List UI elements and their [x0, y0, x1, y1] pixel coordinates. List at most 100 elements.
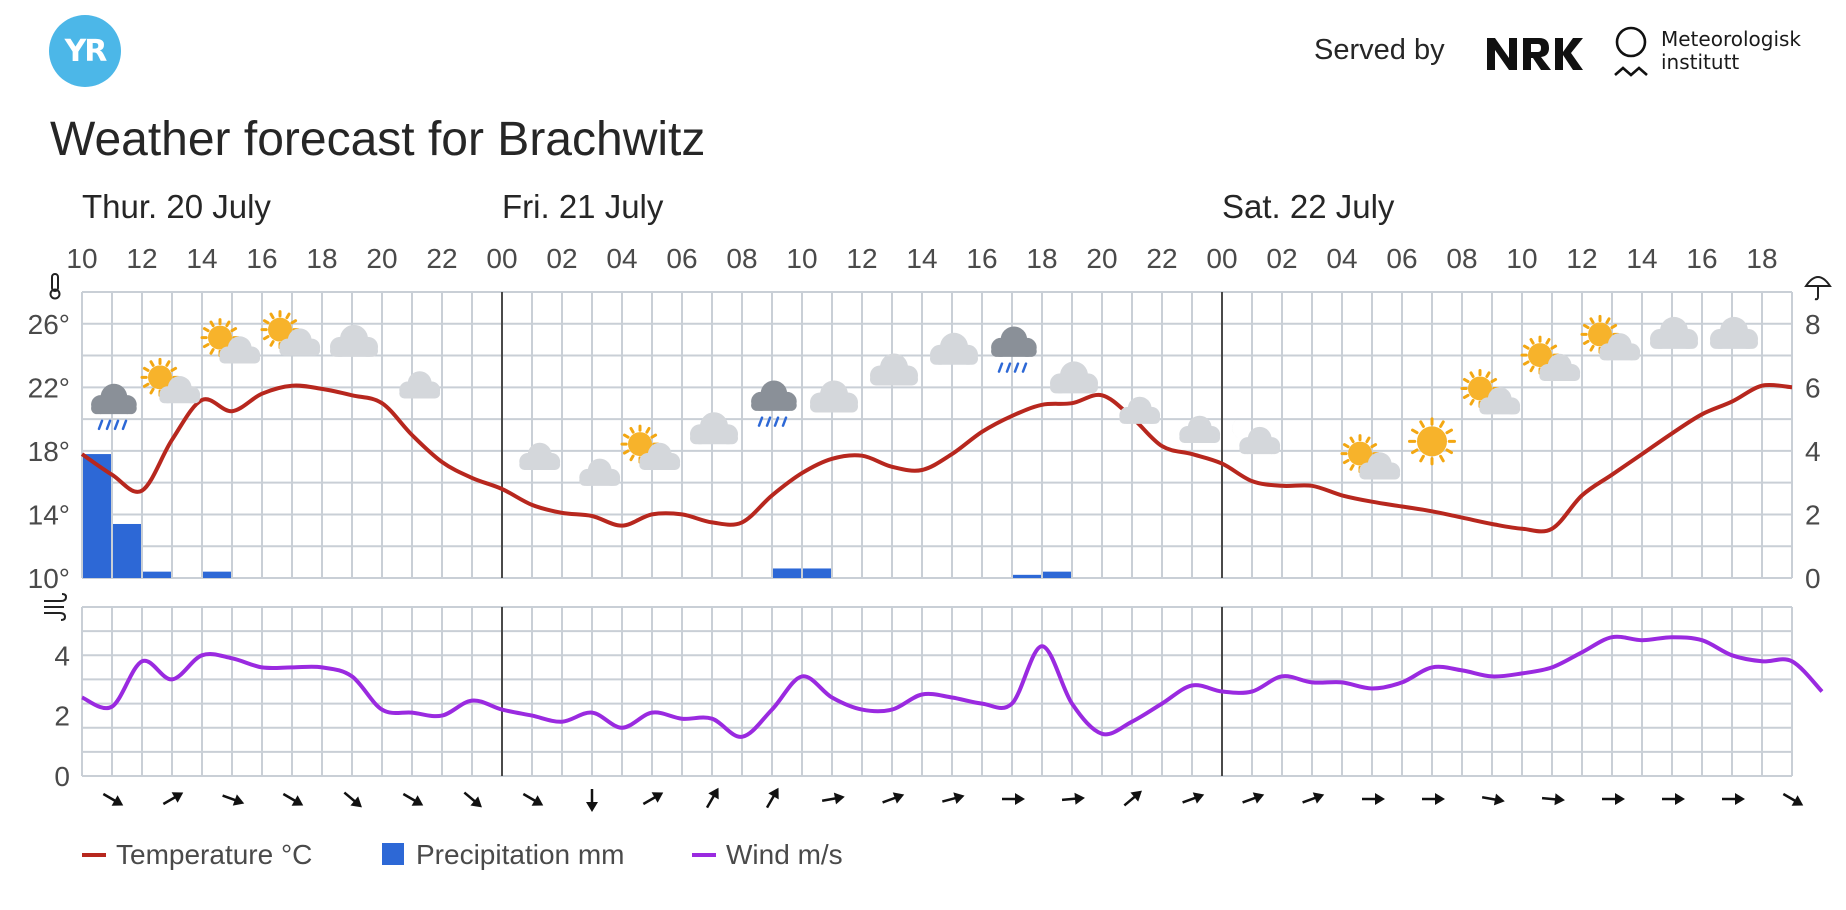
x-tick-label: 04 [606, 243, 637, 274]
chart-axes: Thur. 20 July Fri. 21 July Sat. 22 July 10 1… [28, 188, 1832, 792]
x-tick-label: 12 [126, 243, 157, 274]
moon-partly-cloudy-icon [1232, 417, 1281, 455]
x-tick-label: 18 [1746, 243, 1777, 274]
wind-direction-arrow [1722, 793, 1745, 805]
moon-icon [1301, 439, 1317, 470]
legend-temperature-label: Temperature °C [116, 839, 312, 870]
x-tick-label: 10 [1506, 243, 1537, 274]
sun-partly-cloudy-icon [1340, 434, 1401, 480]
moon-partly-cloudy-icon [512, 433, 561, 470]
temperature-y-tick: 26° [28, 309, 70, 340]
precipitation-series [83, 454, 1071, 578]
x-tick-label: 02 [546, 243, 577, 274]
precipitation-bar [83, 454, 111, 578]
moon-partly-cloudy-icon [1172, 406, 1221, 443]
cloud-icon [1050, 361, 1098, 394]
cloud-icon [1710, 316, 1758, 349]
wind-direction-arrow [942, 792, 965, 805]
met-institute-logo[interactable] [1611, 25, 1651, 81]
precipitation-bar [1043, 571, 1071, 578]
temperature-line [80, 382, 1793, 534]
sun-partly-cloudy-icon [140, 357, 201, 404]
x-tick-label: 14 [186, 243, 217, 274]
wind-direction-arrow [463, 791, 482, 808]
cloud-icon [330, 324, 378, 357]
met-name-line2: institutt [1661, 50, 1740, 74]
wind-icon [44, 593, 68, 621]
wind-direction-arrow [282, 792, 304, 806]
wind-y-tick: 0 [54, 761, 70, 792]
sun-partly-cloudy-icon [620, 424, 681, 470]
sun-partly-cloudy-icon [1580, 314, 1641, 361]
met-institute-name: Meteorologisk institutt [1661, 28, 1801, 74]
wind-y-tick: 4 [54, 640, 70, 671]
x-tick-label: 08 [1446, 243, 1477, 274]
x-tick-label: 20 [366, 243, 397, 274]
cloud-icon [930, 332, 978, 365]
precipitation-bar [113, 523, 141, 578]
legend-precipitation-swatch [382, 843, 404, 865]
precipitation-y-tick: 6 [1805, 372, 1821, 403]
cloud-icon [690, 412, 738, 445]
forecast-chart: Thur. 20 July Fri. 21 July Sat. 22 July 10 1… [28, 188, 1832, 870]
x-tick-label: 00 [486, 243, 517, 274]
legend-wind: Wind m/s [692, 839, 843, 870]
x-tick-label: 06 [1386, 243, 1417, 274]
precipitation-bar [1013, 574, 1041, 578]
wind-direction-arrow [821, 792, 845, 805]
rain-cloud-icon [91, 383, 137, 431]
rain-cloud-icon [751, 380, 797, 427]
x-tick-label: 12 [1566, 243, 1597, 274]
legend-wind-label: Wind m/s [726, 839, 843, 870]
wind-direction-arrow [1242, 792, 1265, 804]
wind-direction-arrow [1302, 792, 1325, 804]
wind-direction-arrow [1422, 793, 1445, 805]
x-tick-label: 16 [246, 243, 277, 274]
legend-temperature: Temperature °C [82, 839, 312, 870]
wind-direction-arrow [522, 792, 544, 806]
wind-direction-arrow [402, 792, 424, 806]
wind-direction-arrow [1061, 792, 1085, 805]
sun-icon [1408, 417, 1456, 466]
wind-direction-arrow [765, 787, 779, 809]
wind-direction-arrows [102, 787, 1804, 812]
met-name-line1: Meteorologisk [1661, 27, 1802, 51]
wind-direction-arrow [1481, 793, 1505, 806]
temperature-y-tick: 22° [28, 372, 70, 403]
day-label: Sat. 22 July [1222, 188, 1395, 225]
yr-logo[interactable]: YR [49, 15, 121, 87]
nrk-logo[interactable] [1487, 36, 1583, 70]
legend-precipitation: Precipitation mm [382, 839, 625, 870]
x-tick-label: 10 [66, 243, 97, 274]
cloud-icon [810, 380, 858, 413]
precipitation-bar [143, 571, 171, 578]
wind-direction-arrow [882, 792, 905, 804]
precipitation-y-tick: 8 [1805, 309, 1821, 340]
wind-direction-arrow [586, 789, 598, 812]
x-tick-label: 10 [786, 243, 817, 274]
x-tick-label: 18 [306, 243, 337, 274]
page-title: Weather forecast for Brachwitz [50, 113, 706, 166]
precipitation-y-tick: 4 [1805, 436, 1821, 467]
precipitation-y-tick: 0 [1805, 563, 1821, 594]
wind-direction-arrow [222, 794, 245, 806]
wind-y-tick: 2 [54, 701, 70, 732]
temperature-y-tick: 18° [28, 436, 70, 467]
precipitation-y-tick: 2 [1805, 499, 1821, 530]
wind-direction-arrow [1602, 793, 1625, 805]
x-tick-label: 14 [1626, 243, 1657, 274]
rain-cloud-icon [991, 326, 1037, 373]
sun-partly-cloudy-icon [200, 318, 261, 364]
wind-direction-arrow [343, 791, 362, 808]
wind-direction-arrow [1782, 792, 1804, 806]
x-tick-label: 06 [666, 243, 697, 274]
x-tick-label: 16 [966, 243, 997, 274]
wind-direction-arrow [1541, 793, 1565, 806]
wind-series [81, 634, 1824, 739]
x-tick-label: 04 [1326, 243, 1357, 274]
sun-partly-cloudy-icon [1460, 368, 1521, 415]
day-label: Fri. 21 July [502, 188, 664, 225]
weather-symbols [91, 310, 1758, 486]
moon-partly-cloudy-icon [572, 448, 621, 486]
wind-direction-arrow [1662, 793, 1685, 805]
